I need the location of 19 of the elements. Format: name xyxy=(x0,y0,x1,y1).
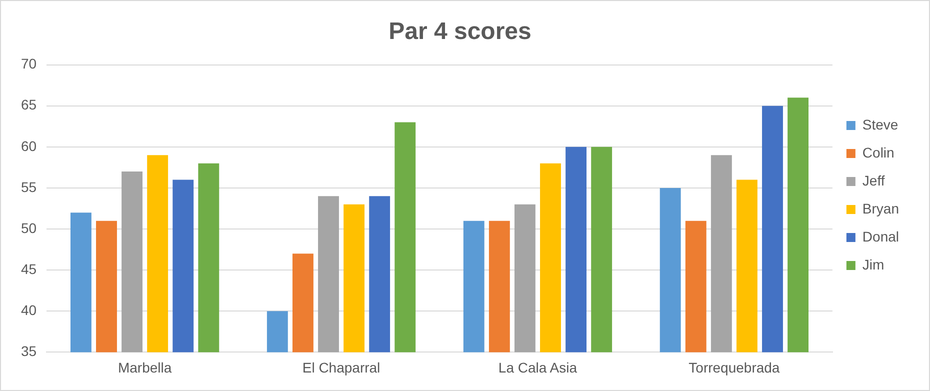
x-tick-label: El Chaparral xyxy=(302,359,380,376)
y-tick-label: 70 xyxy=(20,56,37,72)
y-tick-label: 65 xyxy=(20,96,37,113)
y-tick-label: 50 xyxy=(20,220,37,236)
legend-label: Jim xyxy=(862,256,884,272)
legend-label: Jeff xyxy=(862,172,885,188)
x-tick-label: La Cala Asia xyxy=(498,359,578,376)
y-tick-label: 55 xyxy=(20,178,37,195)
x-tick-label: Torrequebrada xyxy=(688,359,780,376)
legend-label: Steve xyxy=(862,116,898,132)
y-tick-label: 60 xyxy=(20,138,37,154)
legend-label: Donal xyxy=(862,228,900,244)
x-tick-label: Marbella xyxy=(118,359,172,376)
legend-label: Colin xyxy=(862,144,894,160)
y-tick-label: 35 xyxy=(20,343,37,360)
y-tick-label: 45 xyxy=(20,260,37,277)
chart-title: Par 4 scores xyxy=(388,18,532,46)
y-tick-label: 40 xyxy=(20,302,37,318)
legend-label: Bryan xyxy=(862,200,899,216)
